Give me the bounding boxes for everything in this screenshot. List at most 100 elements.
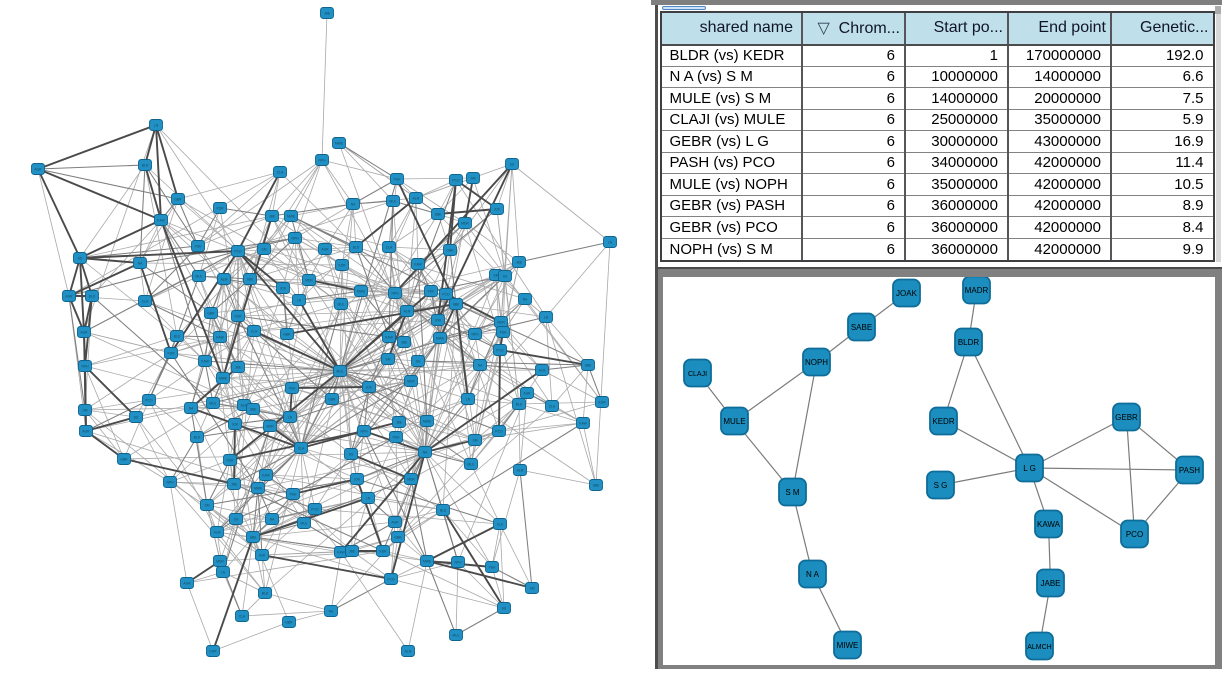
svg-text:GBR: GBR — [207, 312, 215, 316]
svg-text:CLA: CLA — [298, 447, 305, 451]
svg-text:ALMCH: ALMCH — [1027, 644, 1052, 651]
svg-text:MUL: MUL — [390, 200, 397, 204]
svg-text:JOK: JOK — [259, 554, 266, 558]
svg-text:MUL: MUL — [453, 634, 460, 638]
svg-text:CLA: CLA — [497, 523, 504, 527]
svg-text:BLD: BLD — [516, 403, 523, 407]
svg-text:SM: SM — [386, 358, 391, 362]
svg-text:MDR: MDR — [216, 560, 224, 564]
svg-text:JBE: JBE — [231, 483, 238, 487]
svg-text:S G: S G — [933, 481, 947, 490]
svg-text:NA: NA — [423, 451, 428, 455]
svg-text:SM: SM — [205, 504, 210, 508]
svg-text:LN: LN — [221, 571, 226, 575]
svg-text:GBR: GBR — [446, 249, 454, 253]
svg-text:BLD: BLD — [440, 509, 447, 513]
svg-text:KAW: KAW — [337, 551, 345, 555]
svg-text:KAW: KAW — [385, 336, 393, 340]
svg-text:KEDR: KEDR — [932, 417, 954, 426]
svg-text:NA: NA — [478, 364, 483, 368]
svg-text:MWE: MWE — [423, 560, 432, 564]
svg-text:PCO: PCO — [452, 179, 460, 183]
svg-text:PCO: PCO — [145, 399, 153, 403]
svg-text:AGR: AGR — [82, 430, 90, 434]
svg-text:KDR: KDR — [168, 352, 176, 356]
svg-text:AGR: AGR — [183, 582, 191, 586]
svg-text:NPH: NPH — [361, 430, 369, 434]
svg-text:MUL: MUL — [337, 370, 344, 374]
svg-text:NA: NA — [351, 203, 356, 207]
svg-text:ALM: ALM — [405, 650, 412, 654]
svg-text:BLD: BLD — [353, 246, 360, 250]
svg-text:SM: SM — [494, 274, 499, 278]
svg-text:JBE: JBE — [396, 421, 403, 425]
svg-text:MWE: MWE — [335, 142, 344, 146]
svg-text:GBR: GBR — [394, 536, 402, 540]
svg-text:KAW: KAW — [216, 336, 224, 340]
svg-text:ALM: ALM — [539, 369, 546, 373]
svg-text:JBE: JBE — [269, 215, 276, 219]
svg-text:MUL: MUL — [301, 522, 308, 526]
svg-text:MWE: MWE — [357, 290, 366, 294]
svg-text:PCO: PCO — [1125, 530, 1142, 539]
svg-text:SG: SG — [78, 257, 83, 261]
svg-text:NA: NA — [189, 407, 194, 411]
svg-text:KAW: KAW — [157, 219, 165, 223]
svg-text:NA: NA — [523, 298, 528, 302]
svg-text:BLD: BLD — [194, 436, 201, 440]
svg-text:NPH: NPH — [472, 333, 480, 337]
svg-text:AGR: AGR — [65, 295, 73, 299]
svg-text:SG: SG — [234, 518, 239, 522]
svg-text:MUL: MUL — [196, 275, 203, 279]
svg-text:KDR: KDR — [599, 401, 607, 405]
svg-text:SG: SG — [510, 163, 515, 167]
svg-text:N A: N A — [806, 570, 820, 579]
svg-text:SG: SG — [416, 360, 421, 364]
svg-text:JOK: JOK — [354, 478, 361, 482]
svg-text:ALM: ALM — [241, 404, 248, 408]
svg-text:SM: SM — [530, 587, 535, 591]
svg-text:PASH: PASH — [1178, 466, 1199, 475]
svg-text:BLD: BLD — [142, 164, 149, 168]
svg-text:CLA: CLA — [386, 246, 393, 250]
svg-text:NA: NA — [270, 518, 275, 522]
svg-text:MWE: MWE — [436, 337, 445, 341]
svg-text:SM: SM — [473, 439, 478, 443]
svg-text:MWE: MWE — [254, 487, 263, 491]
svg-text:LN: LN — [297, 299, 302, 303]
svg-text:JOK: JOK — [366, 386, 373, 390]
svg-text:AGR: AGR — [523, 392, 531, 396]
svg-text:GBR: GBR — [283, 333, 291, 337]
svg-text:KDR: KDR — [380, 550, 388, 554]
svg-text:GBR: GBR — [174, 198, 182, 202]
svg-text:GBR: GBR — [120, 458, 128, 462]
svg-text:MIWE: MIWE — [836, 641, 858, 650]
svg-text:MULE: MULE — [723, 417, 745, 426]
svg-text:AGR: AGR — [321, 248, 329, 252]
svg-text:LN: LN — [154, 124, 159, 128]
svg-text:CLA: CLA — [277, 171, 284, 175]
svg-text:KAWA: KAWA — [1037, 520, 1061, 529]
svg-text:NOPH: NOPH — [804, 358, 827, 367]
svg-text:LN: LN — [466, 398, 471, 402]
svg-text:PSH: PSH — [428, 290, 435, 294]
svg-text:KDR: KDR — [235, 315, 243, 319]
svg-text:JOAK: JOAK — [896, 289, 918, 298]
svg-text:CLA: CLA — [239, 615, 246, 619]
svg-text:L G: L G — [1023, 464, 1036, 473]
svg-text:BLD: BLD — [174, 335, 181, 339]
svg-text:MDR: MDR — [266, 425, 274, 429]
svg-text:PCO: PCO — [387, 578, 395, 582]
svg-text:MUL: MUL — [468, 463, 475, 467]
svg-text:PSH: PSH — [489, 566, 496, 570]
svg-text:SG: SG — [134, 416, 139, 420]
svg-text:KDR: KDR — [339, 264, 347, 268]
svg-text:JOK: JOK — [232, 423, 239, 427]
svg-text:NA: NA — [329, 610, 334, 614]
svg-text:PSH: PSH — [289, 387, 296, 391]
svg-text:SG: SG — [349, 453, 354, 457]
svg-text:SABE: SABE — [850, 323, 871, 332]
svg-text:SBE: SBE — [585, 364, 592, 368]
svg-text:BLD: BLD — [262, 592, 269, 596]
svg-text:BLD: BLD — [89, 295, 96, 299]
